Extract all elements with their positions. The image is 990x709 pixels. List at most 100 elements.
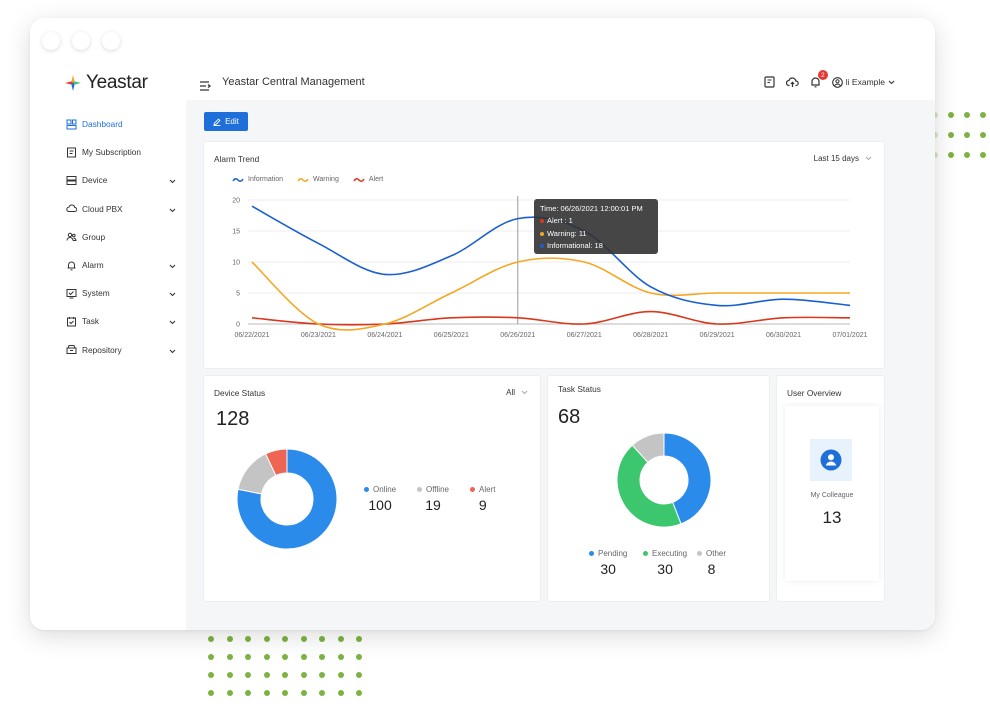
y-tick-label: 10 bbox=[232, 260, 240, 267]
window-control-dot[interactable] bbox=[42, 32, 60, 50]
decorative-dot bbox=[319, 672, 325, 678]
chevron-down-icon bbox=[169, 317, 176, 327]
chart-legend: Information Warning Alert bbox=[232, 176, 383, 183]
sidebar-item-label: Repository bbox=[82, 344, 122, 355]
window-control-dot[interactable] bbox=[72, 32, 90, 50]
cloud-icon bbox=[66, 203, 77, 214]
sidebar-item-device[interactable]: Device bbox=[54, 166, 186, 194]
decorative-dot bbox=[356, 654, 362, 660]
legend-dot bbox=[417, 487, 422, 492]
chevron-down-icon bbox=[521, 390, 528, 395]
legend-dot bbox=[364, 487, 369, 492]
decorative-dot bbox=[245, 672, 251, 678]
chevron-down-icon bbox=[169, 205, 176, 215]
user-menu[interactable]: li Example bbox=[831, 76, 895, 88]
tooltip-time: Time: 06/26/2021 12:00:01 PM bbox=[540, 204, 643, 213]
decorative-dot bbox=[356, 672, 362, 678]
range-select[interactable]: Last 15 days bbox=[814, 154, 872, 163]
x-tick-label: 06/23/2021 bbox=[301, 332, 336, 339]
stat-label: Pending bbox=[598, 549, 628, 558]
decorative-dot bbox=[282, 690, 288, 696]
sidebar-item-my-subscription[interactable]: My Subscription bbox=[54, 138, 186, 166]
decorative-dot bbox=[964, 112, 970, 118]
stat-value: 9 bbox=[478, 497, 487, 513]
stat-value: 100 bbox=[368, 497, 392, 513]
device-donut-chart bbox=[236, 448, 338, 550]
stat-label: Offline bbox=[426, 485, 449, 494]
range-select-value: Last 15 days bbox=[813, 154, 859, 163]
decorative-dot bbox=[282, 636, 288, 642]
stat-value: 19 bbox=[425, 497, 441, 513]
sidebar-item-group[interactable]: Group bbox=[54, 223, 186, 251]
legend-dot bbox=[697, 551, 702, 556]
edit-button[interactable]: Edit bbox=[204, 112, 248, 131]
decorative-dot bbox=[208, 690, 214, 696]
sidebar-item-task[interactable]: Task bbox=[54, 307, 186, 335]
colleague-label: My Colleague bbox=[810, 492, 854, 499]
legend-wave-icon bbox=[297, 177, 309, 182]
decorative-dot bbox=[964, 132, 970, 138]
legend-label: Warning bbox=[313, 176, 339, 183]
device-status-title: Device Status bbox=[214, 388, 266, 398]
chevron-down-icon bbox=[169, 346, 176, 356]
decorative-dot bbox=[337, 636, 344, 642]
decorative-dot bbox=[208, 654, 214, 660]
x-tick-label: 07/01/2021 bbox=[832, 332, 867, 339]
legend-item[interactable]: Alert bbox=[353, 176, 383, 183]
sidebar-item-alarm[interactable]: Alarm bbox=[54, 251, 186, 279]
donut-slice-alert[interactable] bbox=[264, 448, 288, 477]
stat-label: Other bbox=[706, 549, 727, 558]
stat-value: 8 bbox=[707, 561, 716, 577]
y-tick-label: 20 bbox=[232, 198, 240, 205]
dashboard-icon bbox=[66, 119, 77, 130]
decorative-dot bbox=[356, 690, 362, 696]
repository-icon bbox=[66, 344, 77, 355]
decorative-dot bbox=[263, 690, 270, 696]
legend-label: Alert bbox=[368, 176, 384, 183]
decorative-dot bbox=[263, 636, 270, 642]
notification-badge: 2 bbox=[817, 70, 828, 80]
sidebar-item-system[interactable]: System bbox=[54, 279, 186, 307]
notification-bell-icon[interactable]: 2 bbox=[809, 70, 828, 89]
stat-executing: Executing 30 bbox=[643, 549, 687, 577]
donut-slice-executing[interactable] bbox=[616, 444, 682, 528]
sidebar-item-dashboard[interactable]: Dashboard bbox=[54, 110, 186, 138]
user-name: li Example bbox=[845, 77, 885, 87]
decorative-dots-bottom bbox=[208, 636, 375, 696]
cloud-upload-icon[interactable] bbox=[786, 75, 800, 89]
decorative-dot bbox=[932, 152, 938, 158]
brand-logo[interactable]: Yeastar bbox=[64, 70, 186, 96]
sidebar-item-label: System bbox=[82, 288, 110, 299]
document-icon[interactable] bbox=[763, 75, 777, 89]
decorative-dot bbox=[245, 690, 251, 696]
avatar bbox=[810, 439, 852, 481]
decorative-dot bbox=[337, 690, 344, 696]
legend-item[interactable]: Information bbox=[232, 176, 283, 183]
legend-item[interactable]: Warning bbox=[297, 176, 339, 183]
sidebar-item-cloud-pbx[interactable]: Cloud PBX bbox=[54, 195, 186, 223]
bell-icon bbox=[66, 260, 77, 271]
menu-collapse-icon[interactable] bbox=[200, 78, 212, 96]
chevron-down-icon bbox=[865, 156, 872, 161]
subscription-icon bbox=[66, 147, 77, 158]
colleague-tile[interactable]: My Colleague 13 bbox=[785, 406, 879, 581]
legend-dot bbox=[589, 551, 594, 556]
donut-slice-pending[interactable] bbox=[663, 432, 712, 525]
chart-tooltip: Time: 06/26/2021 12:00:01 PM Alert : 1 W… bbox=[534, 199, 658, 254]
stat-value: 30 bbox=[657, 561, 673, 577]
decorative-dot bbox=[980, 112, 986, 118]
x-tick-label: 06/24/2021 bbox=[367, 332, 402, 339]
donut-slice-online[interactable] bbox=[236, 448, 338, 550]
decorative-dot bbox=[932, 132, 938, 138]
decorative-dot bbox=[319, 690, 325, 696]
decorative-dot bbox=[337, 654, 344, 660]
donut-slice-other[interactable] bbox=[631, 432, 665, 463]
window-control-dot[interactable] bbox=[102, 32, 120, 50]
legend-wave-icon bbox=[232, 177, 244, 182]
decorative-dot bbox=[337, 672, 344, 678]
device-filter-select[interactable]: All bbox=[506, 388, 528, 397]
sidebar-item-repository[interactable]: Repository bbox=[54, 336, 186, 364]
device-status-card: Device Status All 128 Online 100 Offline 19… bbox=[204, 376, 540, 601]
chevron-down-icon bbox=[169, 289, 176, 299]
stat-online: Online 100 bbox=[364, 485, 396, 513]
